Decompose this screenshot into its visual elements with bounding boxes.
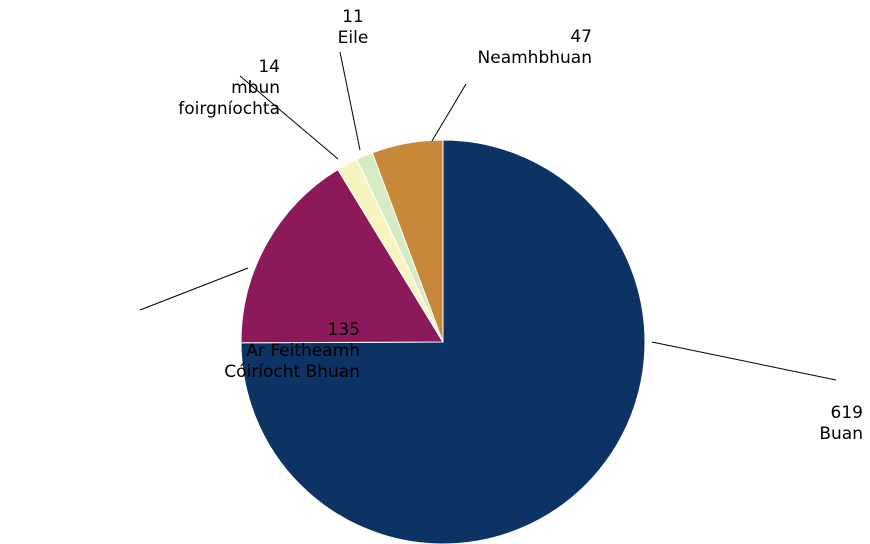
leader-line-4	[339, 51, 361, 151]
slice-name-label-2: Ar Feitheamh	[246, 341, 360, 361]
slice-name-label-2: Cóiríocht Bhuan	[224, 362, 360, 382]
slice-value-label-2: 135	[328, 320, 360, 340]
leader-line-2	[139, 267, 249, 311]
slice-value-label-5: 47	[570, 27, 592, 47]
slice-value-label-1: 619	[831, 403, 863, 423]
leader-line-1	[651, 341, 837, 381]
slice-name-label-1: Buan	[819, 424, 863, 444]
pie-slice-1	[240, 139, 646, 544]
slice-name-label-3: mbun	[231, 78, 280, 98]
pie-slice-5	[371, 139, 444, 343]
pie-slice-2	[240, 168, 444, 344]
slice-name-label-3: foirgníochta	[178, 99, 280, 119]
pie-slices	[240, 139, 646, 544]
leader-line-5	[431, 83, 467, 142]
slice-value-label-4: 11	[342, 7, 364, 27]
leader-lines	[139, 51, 837, 381]
slice-name-label-4: Eile	[338, 28, 369, 48]
slice-name-label-5: Neamhbhuan	[478, 48, 592, 68]
leader-line-3	[239, 75, 339, 160]
slice-value-label-3: 14	[258, 57, 280, 77]
